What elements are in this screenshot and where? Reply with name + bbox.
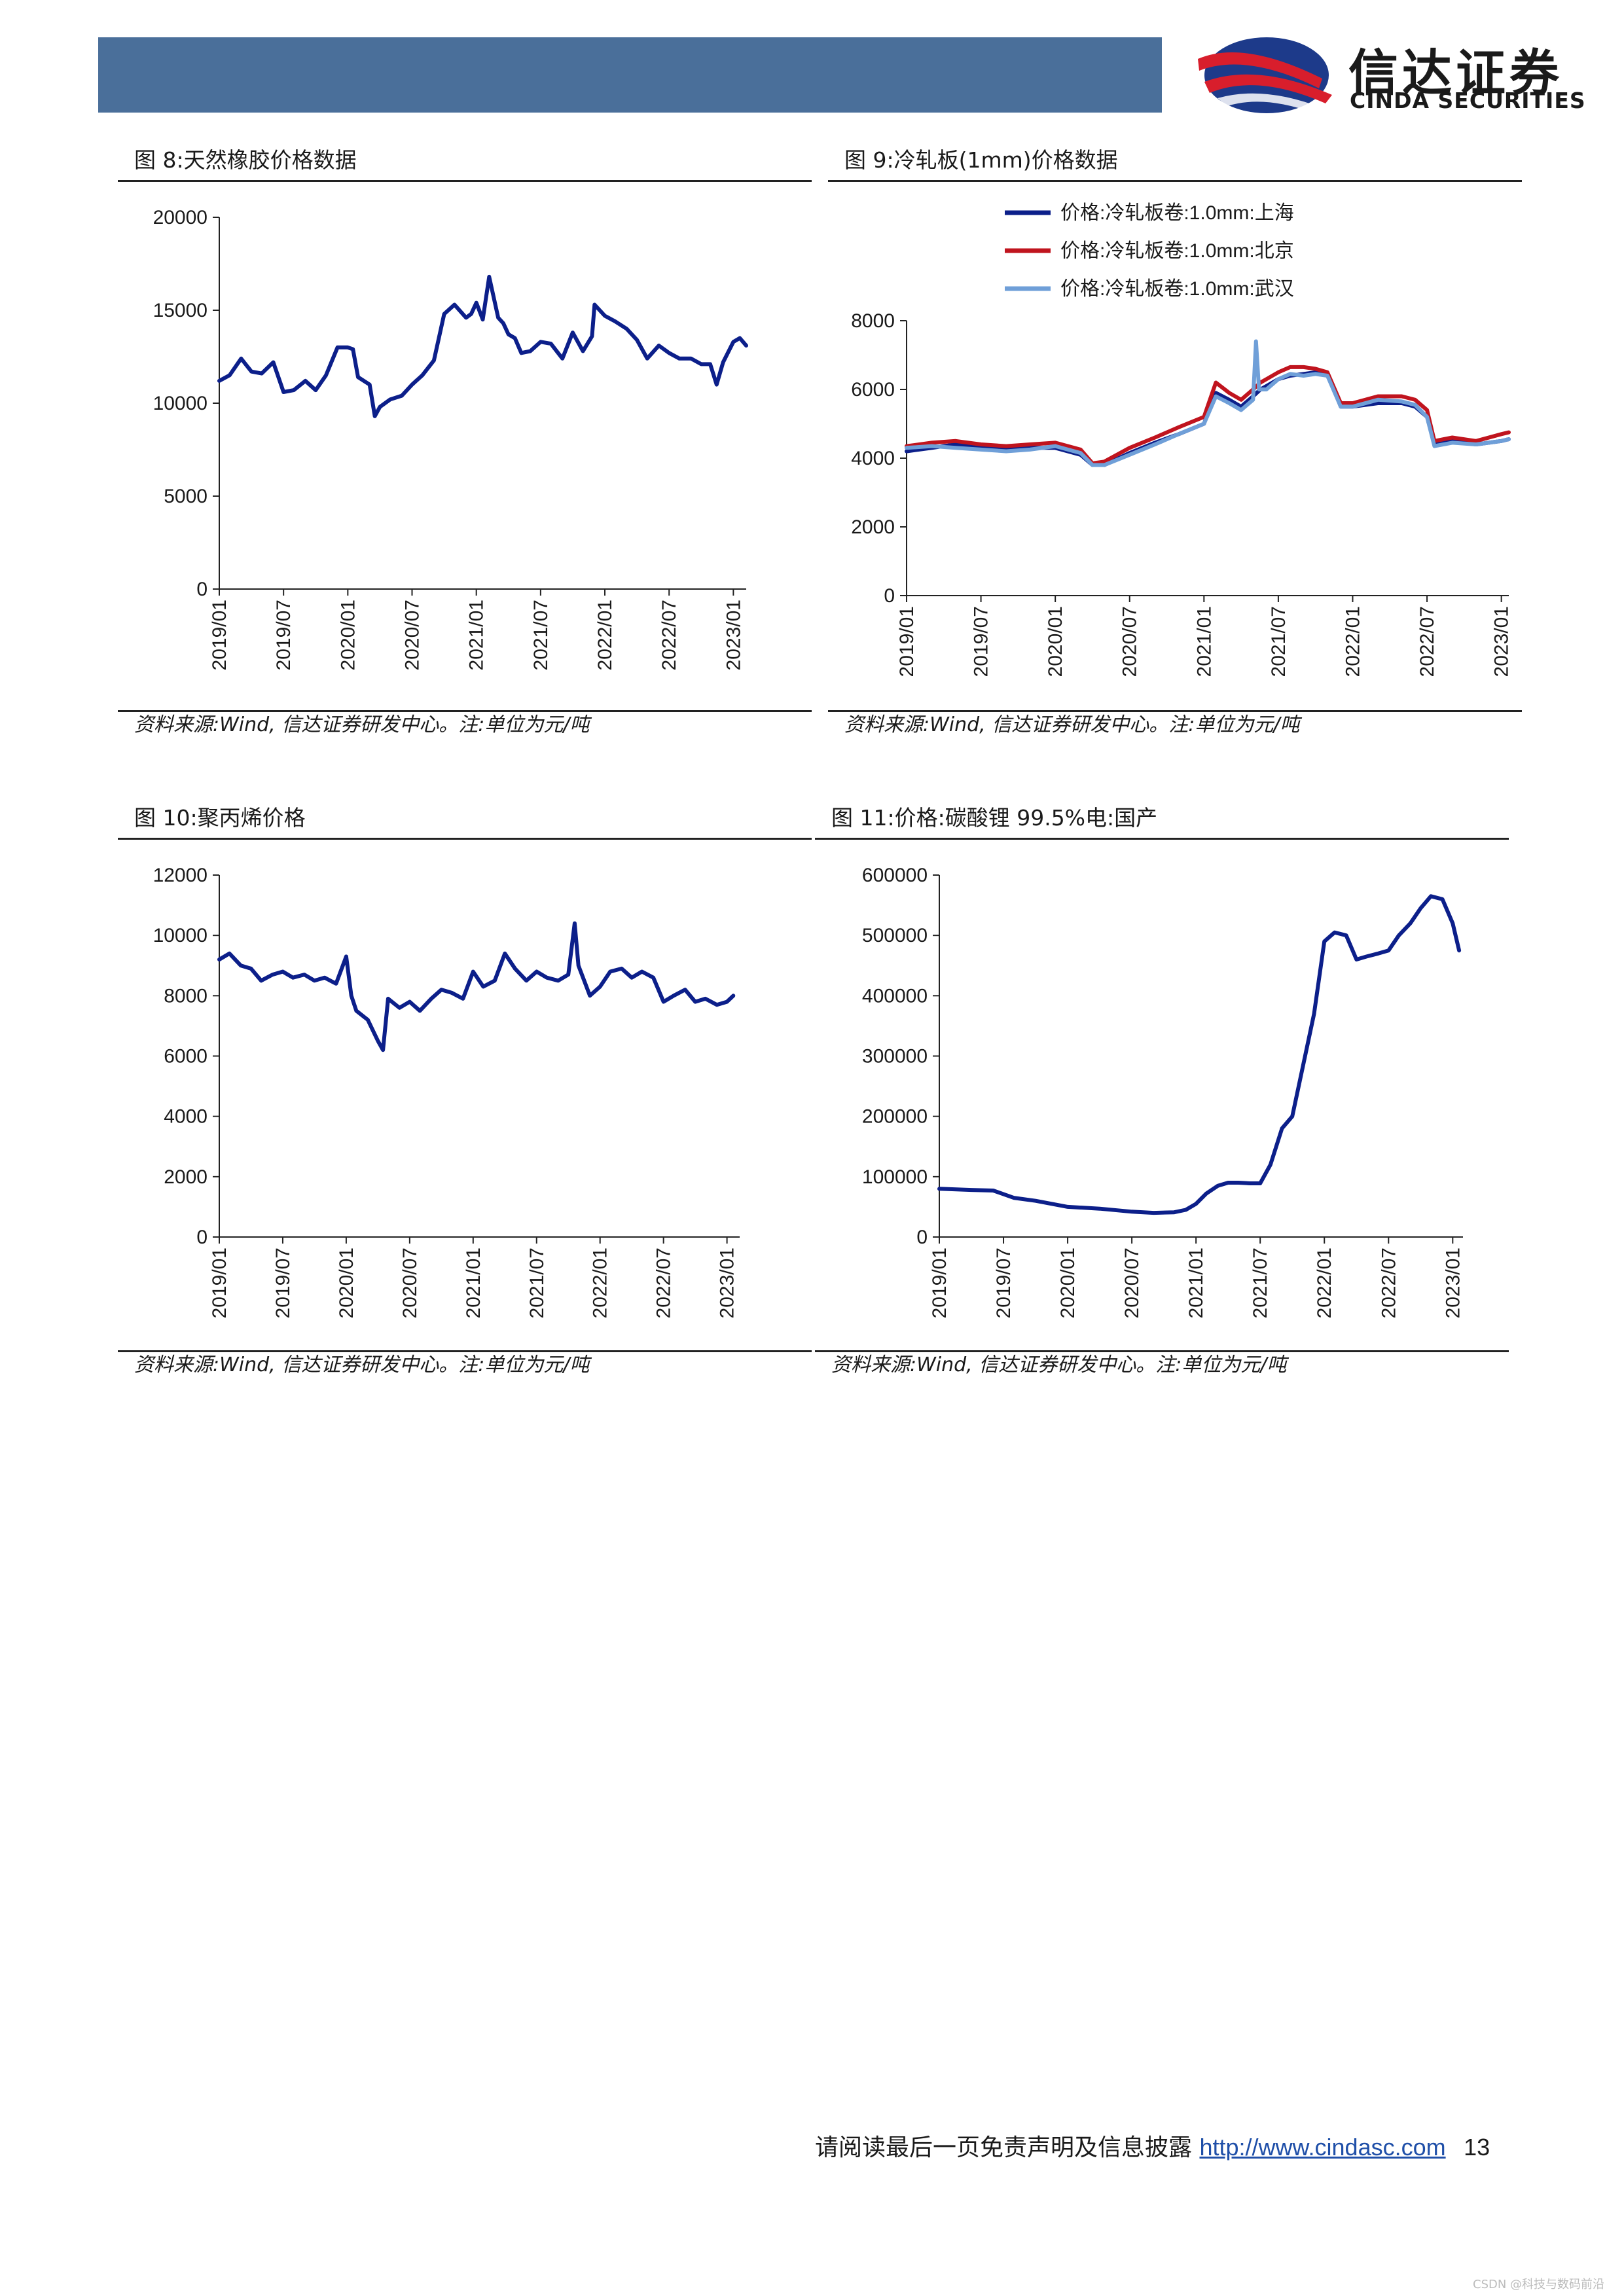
- y-tick-label: 2000: [164, 1166, 208, 1188]
- figure-title: 图 9:冷轧板(1mm)价格数据: [828, 144, 1522, 182]
- y-tick-label: 2000: [851, 516, 895, 538]
- x-tick-label: 2020/07: [402, 600, 424, 670]
- y-tick-label: 0: [884, 585, 895, 607]
- x-tick-label: 2022/07: [1416, 606, 1438, 677]
- y-tick-label: 200000: [862, 1106, 928, 1128]
- y-tick-label: 300000: [862, 1046, 928, 1067]
- rubber-price-chart: 0 5000 10000 15000 20000 2019/01 2019/07 2020/0…: [153, 207, 748, 670]
- x-tick-label: 2021/07: [1268, 606, 1290, 677]
- x-tick-label: 2022/01: [594, 600, 616, 670]
- x-tick-label: 2022/07: [1378, 1247, 1399, 1318]
- x-tick-label: 2023/01: [717, 1247, 738, 1318]
- logo-english-text: CINDA SECURITIES: [1350, 88, 1586, 113]
- y-tick-label: 20000: [153, 207, 208, 228]
- x-tick-label: 2020/07: [1121, 1247, 1143, 1318]
- y-tick-label: 5000: [164, 486, 208, 507]
- x-tick-label: 2019/01: [209, 1247, 230, 1318]
- y-tick-label: 12000: [153, 865, 208, 886]
- x-tick-label: 2022/01: [590, 1247, 611, 1318]
- y-tick-label: 15000: [153, 300, 208, 321]
- x-tick-label: 2023/01: [1442, 1247, 1464, 1318]
- figure-9-panel: 图 9:冷轧板(1mm)价格数据 0 2000 4000 6000 8000 2019/0…: [828, 144, 1522, 746]
- polypropylene-price-chart: 0 2000 4000 6000 8000 10000 12000 2019/01 2019/0…: [153, 865, 740, 1318]
- x-tick-label: 2021/07: [1250, 1247, 1271, 1318]
- x-tick-label: 2020/07: [1119, 606, 1141, 677]
- x-tick-label: 2019/01: [896, 606, 918, 677]
- lithium-carbonate-price-chart: 0 100000 200000 300000 400000 500000 600000 201…: [862, 865, 1464, 1318]
- cinda-logo-emblem-icon: [1198, 37, 1332, 113]
- x-tick-label: 2022/07: [659, 600, 680, 670]
- figure-8-panel: 图 8:天然橡胶价格数据 0 5000 10000 15000 20000 2019/01…: [118, 144, 812, 746]
- figure-title: 图 10:聚丙烯价格: [118, 802, 812, 840]
- x-tick-label: 2021/01: [466, 600, 488, 670]
- header-bar: [98, 37, 1162, 113]
- y-tick-label: 8000: [164, 985, 208, 1007]
- cinda-logo: 信达证券 CINDA SECURITIES: [1191, 33, 1586, 118]
- x-tick-label: 2022/01: [1314, 1247, 1335, 1318]
- x-tick-label: 2021/07: [526, 1247, 548, 1318]
- figure-source: 资料来源:Wind, 信达证券研发中心。注:单位为元/吨: [828, 710, 1522, 736]
- figure-source: 资料来源:Wind, 信达证券研发中心。注:单位为元/吨: [815, 1350, 1509, 1376]
- x-tick-label: 2019/07: [272, 1247, 294, 1318]
- y-tick-label: 4000: [164, 1106, 208, 1128]
- website-link[interactable]: http://www.cindasc.com: [1199, 2134, 1446, 2161]
- x-tick-label: 2019/01: [929, 1247, 950, 1318]
- x-tick-label: 2023/01: [723, 600, 744, 670]
- disclaimer-notice: 请阅读最后一页免责声明及信息披露: [815, 2134, 1193, 2161]
- y-tick-label: 0: [916, 1227, 928, 1248]
- y-tick-label: 0: [196, 1227, 208, 1248]
- legend-label: 价格:冷轧板卷:1.0mm:北京: [1060, 240, 1294, 262]
- y-tick-label: 600000: [862, 865, 928, 886]
- figure-title: 图 11:价格:碳酸锂 99.5%电:国产: [815, 802, 1509, 840]
- y-tick-label: 0: [196, 579, 208, 600]
- x-tick-label: 2020/01: [1057, 1247, 1079, 1318]
- series-line-0: [937, 894, 1462, 1215]
- y-tick-label: 10000: [153, 925, 208, 946]
- footer: 请阅读最后一页免责声明及信息披露 http://www.cindasc.com …: [815, 2128, 1490, 2162]
- figure-11-panel: 图 11:价格:碳酸锂 99.5%电:国产 0 100000 200000 30000…: [815, 802, 1509, 1391]
- y-tick-label: 100000: [862, 1166, 928, 1188]
- watermark: CSDN @科技与数码前沿: [1473, 2278, 1605, 2291]
- x-tick-label: 2021/01: [463, 1247, 484, 1318]
- x-tick-label: 2019/07: [993, 1247, 1015, 1318]
- x-tick-label: 2020/01: [1045, 606, 1066, 677]
- figure-title: 图 8:天然橡胶价格数据: [118, 144, 812, 182]
- figure-source: 资料来源:Wind, 信达证券研发中心。注:单位为元/吨: [118, 1350, 812, 1376]
- legend-label: 价格:冷轧板卷:1.0mm:武汉: [1060, 278, 1294, 300]
- x-tick-label: 2019/07: [971, 606, 992, 677]
- x-tick-label: 2019/01: [209, 600, 230, 670]
- x-tick-label: 2020/07: [399, 1247, 421, 1318]
- x-tick-label: 2021/01: [1185, 1247, 1207, 1318]
- x-tick-label: 2022/01: [1342, 606, 1363, 677]
- series-line-2: [905, 339, 1511, 467]
- logo-chinese-text: 信达证券: [1348, 44, 1563, 102]
- y-tick-label: 6000: [851, 379, 895, 401]
- x-tick-label: 2020/01: [337, 600, 359, 670]
- y-tick-label: 400000: [862, 985, 928, 1007]
- series-line-0: [217, 274, 748, 418]
- legend-label: 价格:冷轧板卷:1.0mm:上海: [1060, 202, 1294, 224]
- x-tick-label: 2019/07: [273, 600, 295, 670]
- x-tick-label: 2021/01: [1193, 606, 1215, 677]
- cold-rolled-sheet-price-chart: 0 2000 4000 6000 8000 2019/01 2019/07 2020/01 20…: [851, 202, 1513, 677]
- y-tick-label: 10000: [153, 393, 208, 414]
- x-tick-label: 2023/01: [1491, 606, 1513, 677]
- x-tick-label: 2020/01: [336, 1247, 357, 1318]
- figure-source: 资料来源:Wind, 信达证券研发中心。注:单位为元/吨: [118, 710, 812, 736]
- series-line-0: [217, 921, 736, 1052]
- y-tick-label: 6000: [164, 1046, 208, 1067]
- x-tick-label: 2022/07: [653, 1247, 675, 1318]
- page-number: 13: [1464, 2134, 1490, 2161]
- figure-10-panel: 图 10:聚丙烯价格 0 2000 4000 6000 8000 10000 12000 20…: [118, 802, 812, 1391]
- y-tick-label: 4000: [851, 448, 895, 469]
- x-tick-label: 2021/07: [530, 600, 552, 670]
- y-tick-label: 8000: [851, 310, 895, 332]
- y-tick-label: 500000: [862, 925, 928, 946]
- series-line-1: [905, 365, 1511, 465]
